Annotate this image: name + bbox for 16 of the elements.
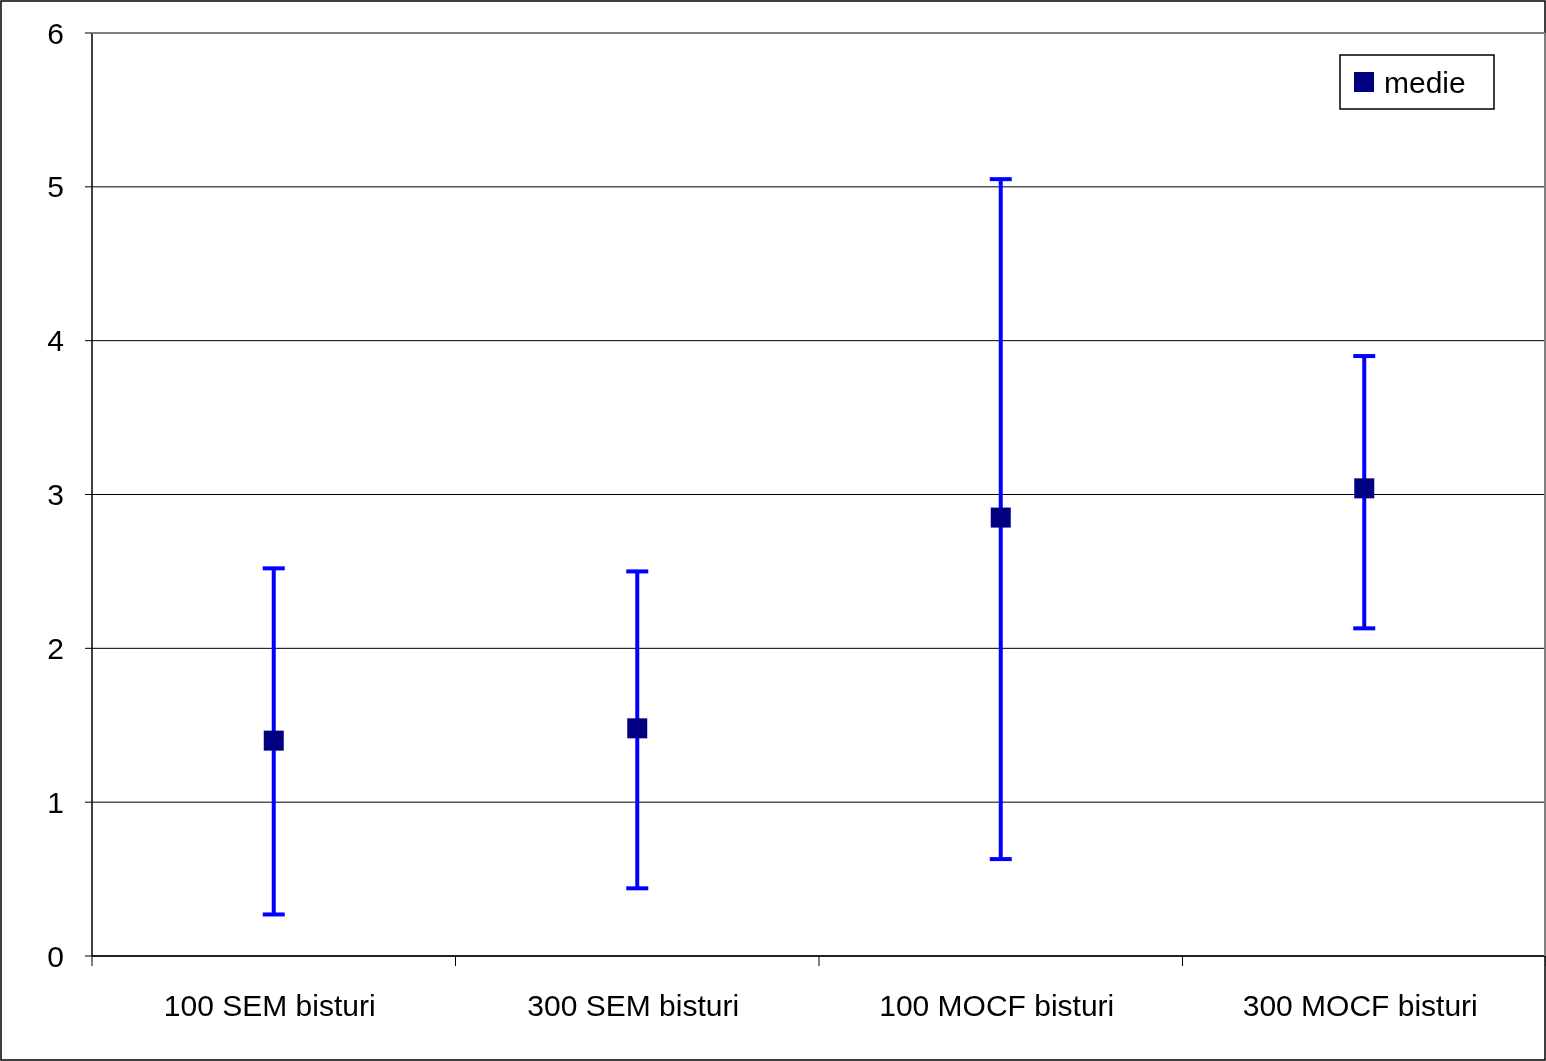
- x-tick-label: 100 SEM bisturi: [163, 989, 376, 1022]
- point: [1354, 478, 1375, 499]
- point: [263, 730, 284, 751]
- y-tick-label: 4: [47, 324, 64, 358]
- y-tick-label: 6: [47, 16, 64, 50]
- point: [990, 507, 1011, 528]
- point: [627, 718, 648, 739]
- x-tick-label: 300 MOCF bisturi: [1242, 989, 1478, 1022]
- x-tick-label: 100 MOCF bisturi: [879, 989, 1115, 1022]
- y-tick-label: 0: [47, 939, 64, 973]
- y-tick-label: 5: [47, 170, 64, 204]
- y-tick-label: 3: [47, 478, 64, 511]
- y-tick-label: 1: [47, 785, 64, 819]
- legend-label: medie: [1384, 65, 1466, 99]
- y-tick-label: 2: [47, 631, 64, 665]
- x-tick-label: 300 SEM bisturi: [527, 989, 740, 1022]
